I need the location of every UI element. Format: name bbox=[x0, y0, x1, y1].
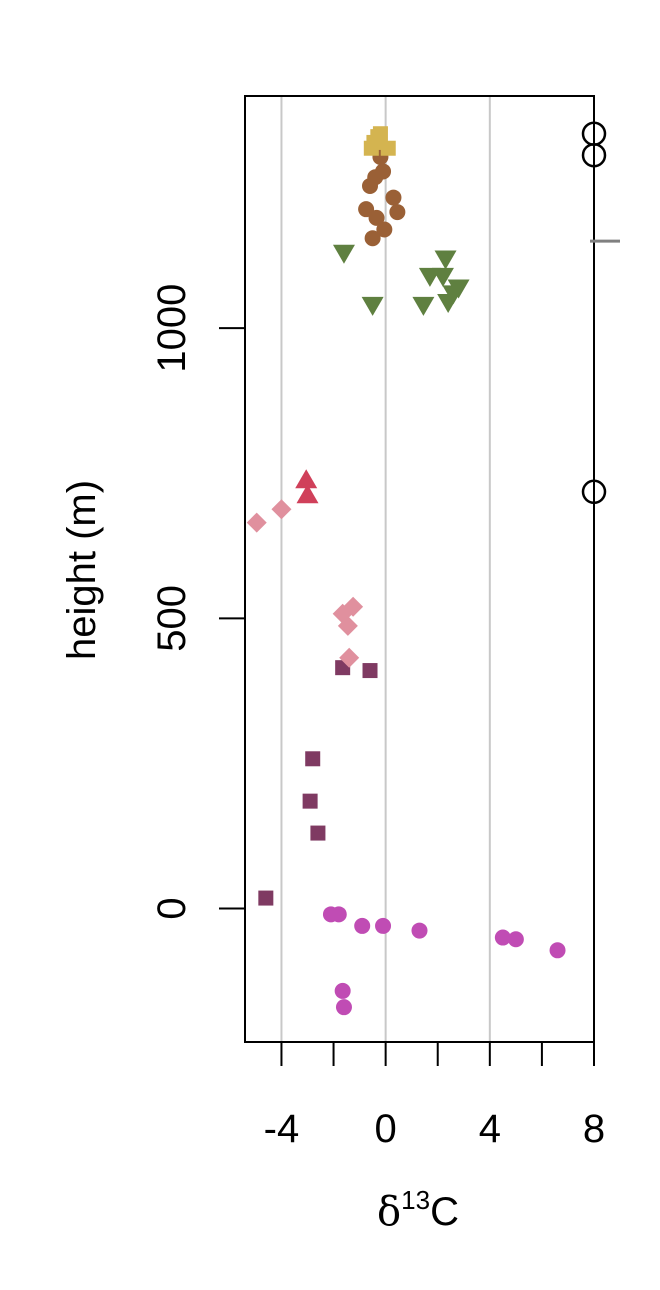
x-tick-label: -4 bbox=[264, 1107, 300, 1151]
data-point bbox=[412, 296, 435, 316]
data-point bbox=[364, 230, 381, 247]
data-point bbox=[354, 917, 371, 934]
data-point bbox=[376, 221, 393, 238]
data-point bbox=[431, 267, 454, 287]
data-point bbox=[437, 294, 460, 314]
data-point bbox=[246, 512, 267, 533]
data-point bbox=[385, 189, 402, 206]
data-point bbox=[295, 469, 318, 489]
data-point bbox=[335, 999, 352, 1016]
data-point bbox=[375, 163, 392, 180]
y-axis-label: height (m) bbox=[60, 480, 104, 660]
x-axis: -4 0 4 8 bbox=[264, 1042, 605, 1151]
x-axis-label-tail: C bbox=[430, 1190, 459, 1234]
data-point bbox=[362, 663, 378, 679]
data-point bbox=[549, 942, 566, 959]
data-point bbox=[334, 982, 351, 999]
data-points bbox=[246, 121, 607, 1016]
x-tick-label: 8 bbox=[583, 1107, 605, 1151]
data-point bbox=[389, 204, 406, 221]
data-point bbox=[380, 140, 396, 156]
data-point bbox=[330, 906, 347, 923]
data-point bbox=[411, 922, 428, 939]
gridlines bbox=[280, 96, 491, 1042]
data-point bbox=[361, 296, 384, 316]
data-point bbox=[375, 917, 392, 934]
data-point bbox=[296, 484, 319, 504]
data-point bbox=[447, 279, 470, 299]
data-point bbox=[305, 751, 321, 767]
y-tick-label: 1000 bbox=[150, 284, 194, 373]
x-tick-label: 0 bbox=[375, 1107, 397, 1151]
data-point bbox=[434, 250, 457, 270]
y-tick-label: 0 bbox=[150, 897, 194, 919]
data-point bbox=[358, 201, 375, 218]
data-point bbox=[507, 931, 524, 948]
x-axis-label-delta: δ bbox=[377, 1189, 401, 1235]
data-point bbox=[271, 499, 292, 520]
data-point bbox=[302, 793, 318, 809]
data-point bbox=[343, 596, 364, 617]
x-axis-label-superscript: 13 bbox=[401, 1185, 430, 1215]
data-point bbox=[332, 244, 355, 264]
data-point bbox=[366, 134, 382, 150]
data-point bbox=[310, 825, 326, 841]
x-axis-label: δ13C bbox=[377, 1185, 459, 1235]
y-tick-label: 500 bbox=[150, 585, 194, 652]
plot-frame bbox=[244, 95, 595, 1043]
data-point bbox=[258, 890, 274, 906]
y-axis: 0 500 1000 bbox=[150, 284, 245, 920]
data-point bbox=[494, 929, 511, 946]
x-tick-label: 4 bbox=[479, 1107, 501, 1151]
data-point bbox=[339, 647, 360, 668]
